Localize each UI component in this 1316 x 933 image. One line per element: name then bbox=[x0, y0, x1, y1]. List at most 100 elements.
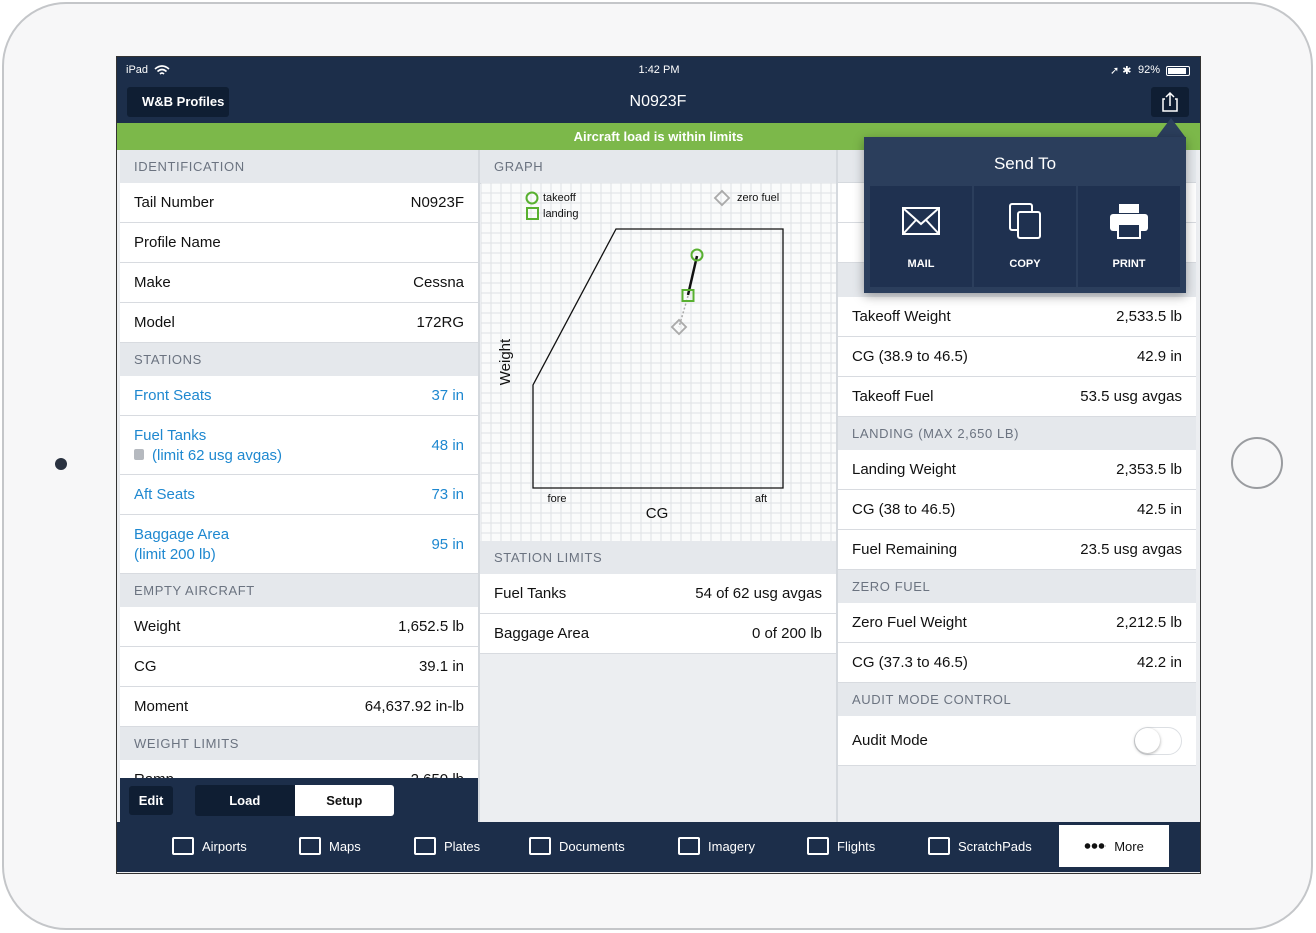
home-button[interactable] bbox=[1231, 437, 1283, 489]
camera bbox=[55, 458, 67, 470]
row-value: 2,353.5 lb bbox=[1116, 461, 1182, 478]
tab-icon bbox=[529, 837, 551, 855]
row-value: 1,652.5 lb bbox=[398, 618, 464, 635]
toggle[interactable] bbox=[1134, 727, 1182, 755]
label: Baggage Area bbox=[134, 525, 230, 543]
row-label: Fuel Remaining bbox=[852, 530, 957, 569]
legend-label: takeoff bbox=[543, 192, 577, 204]
row-label: Model bbox=[134, 303, 175, 342]
row-value: 23.5 usg avgas bbox=[1080, 541, 1182, 558]
row: Fuel Tanks 54 of 62 usg avgas bbox=[480, 574, 836, 614]
takeoff-landing-line bbox=[686, 255, 699, 296]
share-action[interactable]: MAIL bbox=[870, 186, 972, 287]
edit-button[interactable]: Edit bbox=[129, 786, 173, 815]
tab[interactable]: Airports bbox=[172, 822, 247, 870]
popover-arrow bbox=[1156, 118, 1186, 138]
tab-icon bbox=[414, 837, 436, 855]
row-label: CG bbox=[134, 647, 157, 686]
row-value: 2,650 lb bbox=[411, 760, 464, 778]
segmented-control: Load Setup bbox=[195, 785, 394, 816]
label: Audit Mode bbox=[852, 732, 928, 749]
row: CG 39.1 in bbox=[120, 647, 478, 687]
tab-label: Maps bbox=[329, 838, 361, 854]
row: CG (38 to 46.5) 42.5 in bbox=[838, 490, 1196, 530]
tab-label: ScratchPads bbox=[958, 838, 1032, 854]
row: Baggage Area 0 of 200 lb bbox=[480, 614, 836, 654]
takeoff-point bbox=[690, 248, 704, 262]
row: Model 172RG bbox=[120, 303, 478, 343]
clock: 1:42 PM bbox=[638, 64, 680, 76]
row-label: CG (38.9 to 46.5) bbox=[852, 337, 968, 376]
label: Aft Seats bbox=[134, 486, 195, 503]
zero-fuel-point bbox=[670, 318, 688, 336]
back-button[interactable]: W&B Profiles bbox=[127, 87, 229, 117]
row-value: 95 in bbox=[431, 535, 464, 553]
label: Front Seats bbox=[134, 387, 212, 404]
tab[interactable]: More bbox=[1059, 825, 1169, 867]
tab[interactable]: Imagery bbox=[678, 822, 755, 870]
action-icon bbox=[1110, 204, 1148, 239]
label: Moment bbox=[134, 698, 189, 715]
x-axis-label: CG bbox=[646, 505, 669, 522]
device-name: iPad bbox=[126, 64, 149, 76]
label: CG bbox=[134, 658, 157, 675]
tab[interactable]: Plates bbox=[414, 822, 480, 870]
action-label: COPY bbox=[1009, 258, 1041, 270]
row: Ramp 2,650 lb bbox=[120, 760, 478, 778]
tab[interactable]: Flights bbox=[807, 822, 875, 870]
tab[interactable]: Documents bbox=[529, 822, 625, 870]
share-action[interactable]: COPY bbox=[974, 186, 1076, 287]
section-header: STATION LIMITS bbox=[480, 541, 836, 575]
row-label: Takeoff Weight bbox=[852, 297, 951, 336]
divider bbox=[478, 150, 480, 822]
share-button[interactable] bbox=[1151, 87, 1189, 117]
sublabel: (limit 200 lb) bbox=[134, 546, 229, 563]
tab-label: Documents bbox=[559, 838, 625, 854]
tab[interactable]: ScratchPads bbox=[928, 822, 1032, 870]
row-value: 48 in bbox=[431, 436, 464, 454]
label: Fuel Remaining bbox=[852, 541, 958, 558]
row-value: Cessna bbox=[413, 274, 464, 291]
tab-icon bbox=[807, 837, 829, 855]
cg-graph: takeoff landing zero fuel Weight CG fore aft bbox=[481, 183, 836, 541]
tab[interactable]: Maps bbox=[299, 822, 361, 870]
row: CG (38.9 to 46.5) 42.9 in bbox=[838, 337, 1196, 377]
row-value: 2,212.5 lb bbox=[1116, 614, 1182, 631]
row-value: 42.9 in bbox=[1136, 348, 1182, 365]
label: Zero Fuel Weight bbox=[852, 614, 967, 631]
row-label: Make bbox=[134, 263, 171, 302]
row-label: Front Seats bbox=[134, 376, 212, 415]
row: Fuel Tanks (limit 62 usg avgas) 48 in bbox=[120, 416, 478, 475]
y-axis-label: Weight bbox=[497, 338, 514, 385]
label: Fuel Tanks bbox=[494, 585, 567, 602]
tab-icon bbox=[172, 837, 194, 855]
popover-actions: MAIL COPY PRINT bbox=[870, 186, 1180, 287]
segment[interactable]: Load bbox=[229, 793, 261, 808]
row-value: 0 of 200 lb bbox=[751, 625, 822, 642]
row: Make Cessna bbox=[120, 263, 478, 303]
label: CG (38.9 to 46.5) bbox=[852, 348, 968, 365]
row: Audit Mode bbox=[838, 716, 1196, 766]
share-action[interactable]: PRINT bbox=[1078, 186, 1180, 287]
label: CG (37.3 to 46.5) bbox=[852, 654, 968, 671]
row: Landing Weight 2,353.5 lb bbox=[838, 450, 1196, 490]
row-label: Landing Weight bbox=[852, 450, 956, 489]
row-label: Zero Fuel Weight bbox=[852, 603, 967, 642]
action-label: PRINT bbox=[1112, 258, 1146, 270]
label: Tail Number bbox=[134, 194, 215, 211]
row-label: Profile Name bbox=[134, 223, 221, 262]
section-header: STATIONS bbox=[120, 343, 478, 377]
row: Moment 64,637.92 in-lb bbox=[120, 687, 478, 727]
lock-icon bbox=[134, 448, 144, 460]
row: Front Seats 37 in bbox=[120, 376, 478, 416]
action-label: MAIL bbox=[907, 258, 935, 270]
sublabel: (limit 62 usg avgas) bbox=[134, 447, 282, 464]
label: Ramp bbox=[134, 771, 174, 778]
segment[interactable]: Setup bbox=[294, 785, 394, 816]
row-label: Audit Mode bbox=[852, 716, 928, 765]
row-value: 42.2 in bbox=[1136, 654, 1182, 671]
row-label: Baggage Area bbox=[494, 614, 589, 653]
landing-point bbox=[681, 289, 695, 302]
tab-icon bbox=[299, 837, 321, 855]
